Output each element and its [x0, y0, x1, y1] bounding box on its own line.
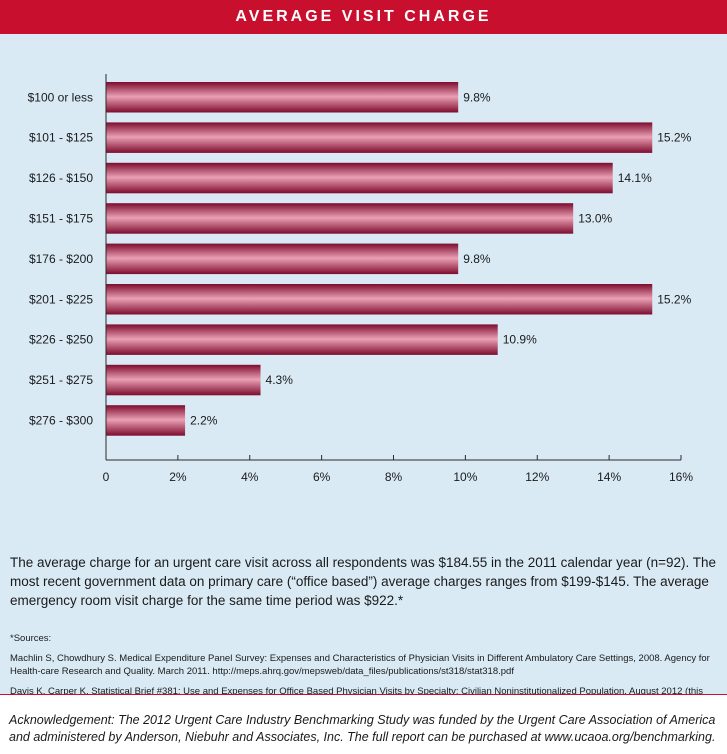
data-label: 10.9%: [503, 333, 537, 347]
bar-chart: $100 or less 9.8% $101 - $125 15.2% $126 - $…: [28, 74, 693, 484]
bar: [106, 203, 574, 234]
x-tick-label: 12%: [525, 470, 549, 484]
category-label: $100 or less: [28, 90, 93, 104]
bar: [106, 122, 653, 153]
category-label: $201 - $225: [29, 292, 93, 306]
data-label: 4.3%: [266, 373, 294, 387]
category-label: $151 - $175: [29, 211, 93, 225]
data-label: 2.2%: [190, 413, 218, 427]
bar: [106, 162, 613, 194]
bar: [106, 364, 261, 396]
bar: [106, 405, 186, 436]
x-tick-label: 16%: [669, 470, 693, 484]
data-label: 15.2%: [657, 131, 691, 145]
x-tick-label: 10%: [453, 470, 477, 484]
category-label: $226 - $250: [29, 333, 93, 347]
x-tick-label: 8%: [385, 470, 403, 484]
sources-heading: *Sources:: [10, 633, 52, 644]
category-label: $176 - $200: [29, 252, 93, 266]
bar: [106, 82, 459, 113]
data-label: 9.8%: [463, 252, 491, 266]
bar: [106, 284, 653, 315]
category-label: $101 - $125: [29, 131, 93, 145]
footer-divider: [0, 694, 727, 695]
bar: [106, 243, 459, 275]
footer: Acknowledgement: The 2012 Urgent Care In…: [0, 694, 727, 754]
x-tick-label: 6%: [313, 470, 331, 484]
category-label: $276 - $300: [29, 413, 93, 427]
x-tick-label: 4%: [241, 470, 259, 484]
x-tick-label: 14%: [597, 470, 621, 484]
category-label: $251 - $275: [29, 373, 93, 387]
x-tick-label: 2%: [169, 470, 187, 484]
chart-title: AVERAGE VISIT CHARGE: [235, 8, 492, 25]
header-banner: AVERAGE VISIT CHARGE: [0, 0, 727, 34]
summary-paragraph: The average charge for an urgent care vi…: [10, 555, 717, 608]
data-label: 9.8%: [463, 90, 491, 104]
data-label: 15.2%: [657, 292, 691, 306]
x-tick-label: 0: [103, 470, 110, 484]
bar: [106, 324, 498, 355]
data-label: 13.0%: [578, 211, 612, 225]
chart-panel: $100 or less 9.8% $101 - $125 15.2% $126 - $…: [0, 34, 727, 710]
source-citation-1: Machlin S, Chowdhury S. Medical Expendit…: [10, 653, 710, 677]
category-label: $126 - $150: [29, 171, 93, 185]
acknowledgement-text: Acknowledgement: The 2012 Urgent Care In…: [9, 713, 716, 744]
data-label: 14.1%: [618, 171, 652, 185]
